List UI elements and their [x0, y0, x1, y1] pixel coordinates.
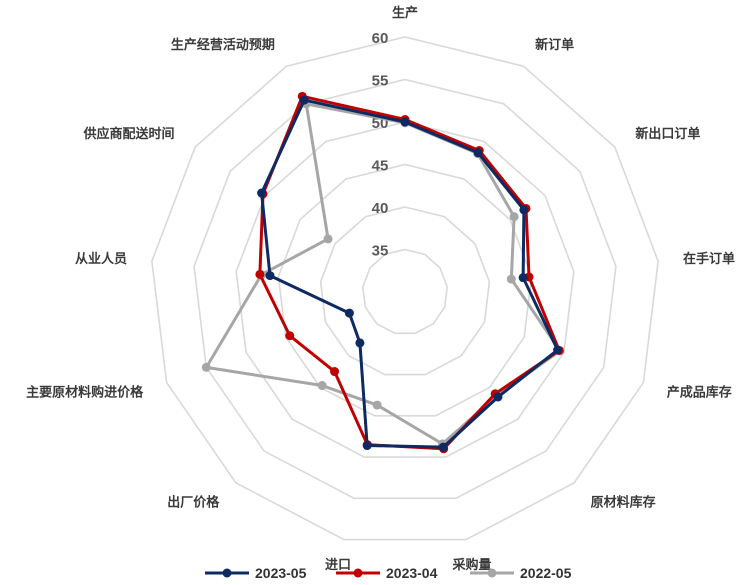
axis-label: 供应商配送时间 [83, 126, 175, 142]
tick-label: 45 [372, 158, 389, 175]
data-point [285, 331, 295, 341]
axis-label: 新订单 [535, 37, 574, 53]
grid-ring-55 [193, 78, 617, 500]
series-line [258, 94, 561, 451]
data-point [344, 308, 354, 318]
axis-label: 采购量 [452, 557, 492, 573]
data-point [519, 205, 529, 215]
data-point [265, 271, 275, 281]
axis-label: 生产经营活动预期 [171, 37, 275, 53]
data-point [509, 212, 519, 222]
axis-label: 生产 [392, 5, 418, 21]
radar-grid [151, 36, 659, 541]
legend-item: 2023-04 [336, 565, 438, 581]
tick-label: 35 [372, 243, 389, 260]
grid-ring-40 [319, 206, 491, 376]
series-line [204, 102, 562, 446]
data-point [473, 148, 483, 158]
legend-label: 2022-05 [520, 565, 572, 581]
data-point [201, 362, 211, 372]
axis-label: 原材料库存 [591, 495, 656, 511]
series-2023-04 [255, 91, 564, 454]
tick-label: 55 [372, 73, 389, 90]
axis-label: 从业人员 [75, 251, 127, 267]
data-point [400, 117, 410, 127]
axis-label: 出厂价格 [167, 495, 220, 511]
tick-label: 60 [372, 30, 389, 47]
data-point [323, 234, 333, 244]
series-2023-05 [257, 95, 563, 452]
data-point [330, 367, 340, 377]
grid-ring-50 [235, 121, 575, 458]
data-point [299, 95, 309, 105]
data-point [355, 338, 365, 348]
tick-label: 40 [372, 200, 389, 217]
axis-label: 新出口订单 [635, 126, 700, 142]
axis-label: 产成品库存 [667, 384, 732, 400]
legend-label: 2023-04 [386, 565, 438, 581]
data-point [438, 442, 448, 452]
legend-item: 2022-05 [470, 565, 572, 581]
data-point [372, 400, 382, 410]
data-point [257, 188, 267, 198]
legend-label: 2023-05 [255, 565, 307, 581]
axis-label: 主要原材料购进价格 [26, 384, 144, 400]
data-point [518, 273, 528, 283]
grid-ring-45 [277, 163, 533, 417]
data-point [493, 392, 503, 402]
data-point [362, 441, 372, 451]
axis-label: 进口 [325, 558, 351, 573]
data-point [506, 274, 516, 284]
legend-marker [353, 568, 363, 578]
data-point [255, 269, 265, 279]
data-point [553, 345, 563, 355]
series-line [260, 98, 560, 449]
grid-ring-35 [361, 248, 449, 335]
legend-marker [487, 568, 497, 578]
grid-ring-60 [151, 36, 659, 541]
legend-item: 2023-05 [205, 565, 307, 581]
legend-marker [222, 568, 232, 578]
legend: 2023-05 2023-04 2022-05 [205, 565, 572, 581]
axis-label: 在手订单 [683, 251, 735, 267]
data-series [201, 91, 565, 454]
data-point [317, 381, 327, 391]
